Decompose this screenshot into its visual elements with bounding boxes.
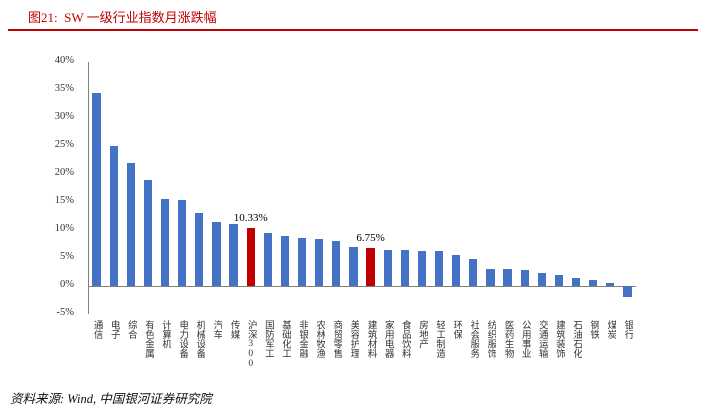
header-divider xyxy=(8,29,698,31)
x-tick-label: 医药生物 xyxy=(502,320,513,358)
x-tick-label: 建筑装饰 xyxy=(553,320,564,358)
y-tick-label: 35% xyxy=(54,83,74,94)
bar xyxy=(366,248,375,286)
y-tick-label: 0% xyxy=(60,279,74,290)
x-axis-labels: 通信 电子 综合 有色金属 计算机 电力设备 机械设备 汽车 传媒 沪深300 国防军工 基础化工 非银… xyxy=(88,320,636,385)
x-tick-label: 家用电器 xyxy=(382,320,393,358)
x-tick-label: 公用事业 xyxy=(519,320,530,358)
bar xyxy=(263,232,272,286)
x-tick-label: 房地产 xyxy=(416,320,427,349)
x-tick-label: 沪深300 xyxy=(245,320,256,369)
bar xyxy=(126,162,135,286)
y-tick-label: 20% xyxy=(54,167,74,178)
x-tick-label: 非银金融 xyxy=(297,320,308,358)
data-label: 10.33% xyxy=(233,212,268,225)
x-tick-label: 国防军工 xyxy=(262,320,273,358)
x-tick-label: 煤炭 xyxy=(605,320,616,339)
bar xyxy=(623,286,632,298)
bar xyxy=(332,241,341,286)
bar xyxy=(606,283,615,286)
y-axis-line xyxy=(88,62,89,314)
x-tick-label: 社会服务 xyxy=(468,320,479,358)
x-tick-label: 有色金属 xyxy=(142,320,153,358)
x-tick-label: 纺织服饰 xyxy=(485,320,496,358)
y-tick-label: 5% xyxy=(60,251,74,262)
bar xyxy=(195,213,204,286)
x-tick-label: 环保 xyxy=(451,320,462,339)
bar xyxy=(554,274,564,286)
data-label: 6.75% xyxy=(356,232,385,245)
plot-area: 10.33% 6.75% xyxy=(88,62,636,314)
bar xyxy=(143,179,153,286)
bar-chart: 40% 35% 30% 25% 20% 15% 10% 5% 0% -5% 10.33% 6.75%… xyxy=(0,40,706,385)
x-tick-label: 石油石化 xyxy=(571,320,582,358)
bar xyxy=(434,250,444,286)
x-tick-label: 美容护理 xyxy=(348,320,359,358)
x-tick-label: 传媒 xyxy=(228,320,239,339)
x-tick-label: 商贸零售 xyxy=(331,320,342,358)
x-tick-label: 建筑材料 xyxy=(365,320,376,358)
y-tick-label: 10% xyxy=(54,223,74,234)
bar xyxy=(452,255,461,286)
bar xyxy=(280,235,290,286)
bar xyxy=(503,269,512,286)
bar xyxy=(400,250,409,286)
x-tick-label: 电力设备 xyxy=(177,320,188,358)
y-tick-label: 40% xyxy=(54,55,74,66)
x-tick-label: 食品饮料 xyxy=(399,320,410,358)
bar xyxy=(417,250,427,286)
bar xyxy=(212,221,221,286)
x-tick-label: 轻工制造 xyxy=(434,320,445,358)
bar xyxy=(383,249,392,286)
y-tick-label: -5% xyxy=(56,307,75,318)
bar xyxy=(109,146,118,286)
x-tick-label: 机械设备 xyxy=(194,320,205,358)
x-tick-label: 钢铁 xyxy=(588,320,599,339)
zero-line xyxy=(88,286,636,287)
x-tick-label: 基础化工 xyxy=(279,320,290,358)
x-tick-label: 电子 xyxy=(108,320,119,339)
bar xyxy=(520,270,529,286)
bar xyxy=(349,246,358,286)
y-axis-labels: 40% 35% 30% 25% 20% 15% 10% 5% 0% -5% xyxy=(0,55,80,318)
figure-title: 图21: SW 一级行业指数月涨跌幅 xyxy=(28,10,217,25)
x-tick-label: 汽车 xyxy=(211,320,222,339)
x-tick-label: 计算机 xyxy=(160,320,171,349)
source-note: 资料来源: Wind, 中国银河证券研究院 xyxy=(10,392,212,406)
bar xyxy=(589,280,598,286)
bar xyxy=(92,92,101,286)
x-tick-label: 交通运输 xyxy=(536,320,547,358)
bar xyxy=(246,228,255,286)
bar xyxy=(315,238,324,286)
x-tick-label: 综合 xyxy=(125,320,136,339)
bar xyxy=(229,224,238,286)
y-tick-label: 30% xyxy=(54,111,74,122)
y-tick-label: 25% xyxy=(54,139,74,150)
x-tick-label: 银行 xyxy=(622,320,633,339)
bar xyxy=(469,259,478,286)
bar xyxy=(537,272,546,286)
bar xyxy=(178,200,187,286)
x-tick-label: 通信 xyxy=(91,320,102,339)
bar xyxy=(160,199,170,286)
bar xyxy=(486,269,495,286)
x-tick-label: 农林牧渔 xyxy=(314,320,325,358)
bar xyxy=(571,278,581,286)
y-tick-label: 15% xyxy=(54,195,74,206)
bar xyxy=(297,237,307,286)
